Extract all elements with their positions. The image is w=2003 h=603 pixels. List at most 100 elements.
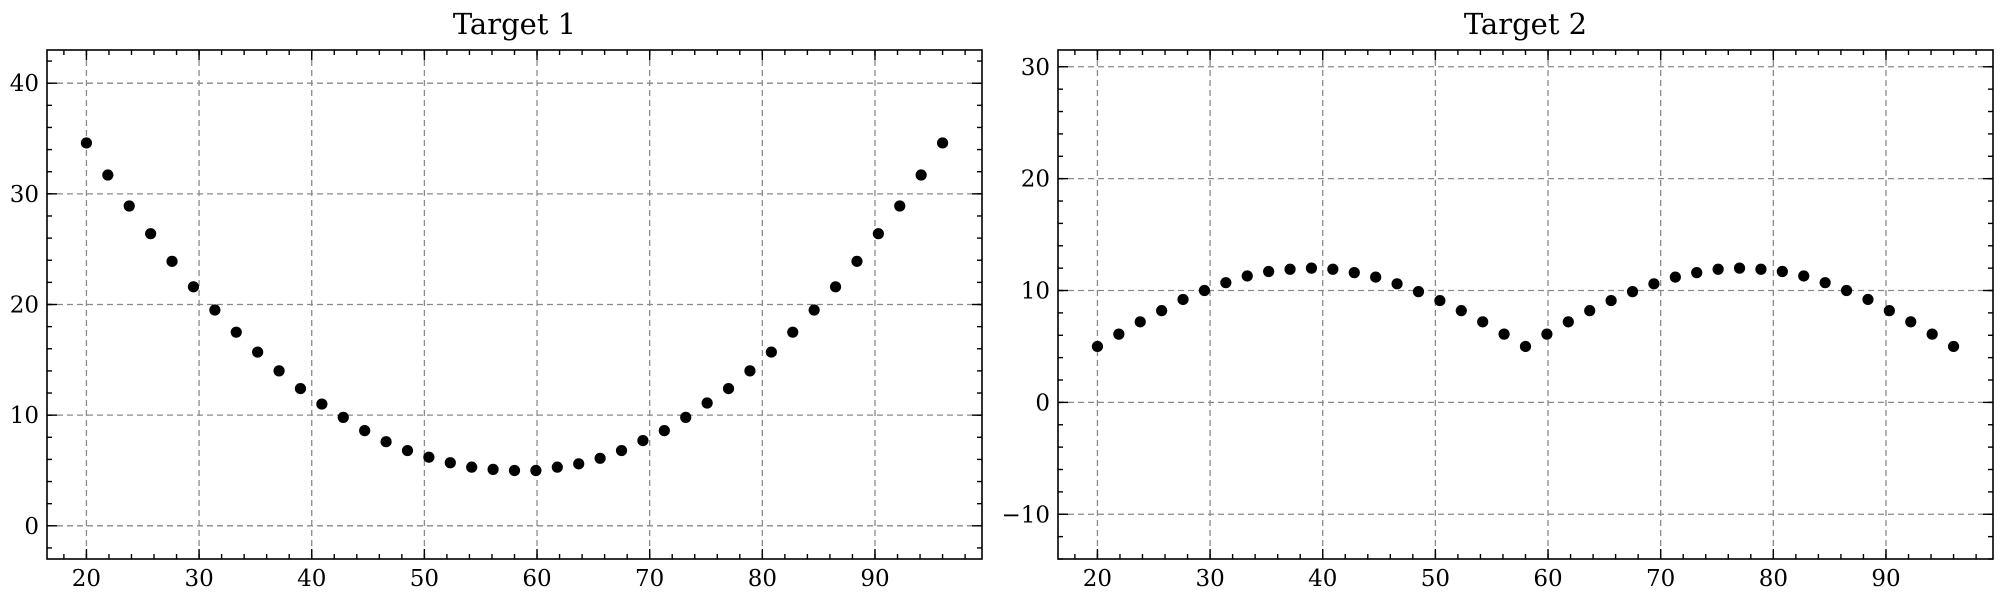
data-point [1263,265,1275,278]
chart-panel-target-2: Target 2 20 30 40 50 60 70 80 90 −10 0 10 20 30 [1001,7,1994,592]
data-point [1712,263,1724,275]
y-tick-label: 30 [10,182,39,208]
x-tick-label: 40 [297,566,326,592]
data-point [1370,271,1382,283]
data-point [658,425,670,437]
x-tick-label: 60 [1533,566,1562,592]
data-point [316,398,328,410]
data-point [1134,316,1146,328]
x-tick-label: 70 [1646,566,1675,592]
x-tick-label: 30 [184,566,213,592]
x-tick-label: 50 [1421,566,1450,592]
data-point [637,435,649,447]
data-point [401,444,414,457]
data-point [1220,277,1232,289]
data-point [915,169,927,181]
data-point [1819,277,1831,289]
data-point [1412,286,1425,298]
data-point [1840,284,1853,297]
data-point [1391,278,1403,290]
data-point [701,397,713,409]
data-point [1327,263,1339,275]
data-point [166,255,178,267]
data-point [487,463,499,475]
data-point [273,365,285,377]
data-point [1798,270,1810,282]
data-point [722,382,735,395]
data-point [1626,286,1639,298]
data-point [230,326,242,338]
data-point [573,458,585,470]
data-point [1691,267,1703,279]
x-tick-label: 30 [1195,566,1224,592]
data-point [1113,328,1125,340]
data-point [80,137,93,149]
data-point [615,444,628,457]
data-point [508,464,521,477]
data-point [466,461,478,473]
data-point [1905,316,1917,328]
data-point [787,326,799,338]
x-tick-label: 20 [72,566,101,592]
data-point [1862,293,1874,306]
y-tick-label: 40 [10,71,39,97]
y-tick-label: 20 [10,293,39,319]
data-point [1926,328,1938,340]
data-point [894,200,906,212]
data-point [551,461,563,473]
data-point [1305,262,1318,274]
x-tick-label: 70 [635,566,664,592]
data-point [1562,316,1574,328]
y-tick-label: 0 [24,514,39,540]
data-point [1498,328,1510,340]
data-point [872,228,884,240]
data-point [829,281,842,293]
data-point [1519,340,1532,353]
data-point [744,365,756,377]
data-point [680,411,692,423]
data-point [1733,262,1746,274]
data-point [294,382,307,395]
data-point [1241,270,1253,282]
y-tick-label: 10 [1021,279,1050,305]
data-point [1434,294,1446,307]
x-tick-label: 20 [1083,566,1112,592]
data-point [530,464,542,477]
chart-title: Target 1 [453,7,576,41]
data-point [102,169,114,181]
data-point [1669,271,1681,283]
x-tick-label: 60 [522,566,551,592]
x-tick-label: 90 [1871,566,1900,592]
data-point [444,457,456,469]
data-point [1455,305,1467,317]
data-point [359,425,371,437]
y-tick-label: 30 [1021,55,1050,81]
chart-panel-target-1: Target 1 20 30 40 50 60 70 80 90 0 10 20 30 40 [10,7,983,592]
data-point [187,281,200,293]
x-tick-label: 90 [860,566,889,592]
data-point [808,304,820,316]
data-point [1156,305,1168,317]
data-point [765,346,777,358]
data-point [145,228,157,240]
y-tick-label: 10 [10,403,39,429]
data-point [1477,316,1489,328]
data-point [1947,340,1960,353]
data-point [337,411,349,423]
plot-frame [1057,49,1994,560]
y-tick-label: 0 [1035,390,1050,416]
data-point [1284,263,1296,275]
data-point [594,452,606,464]
data-point [1198,284,1211,297]
data-point [423,451,435,463]
x-tick-label: 50 [410,566,439,592]
data-point [1177,293,1189,306]
x-tick-label: 80 [748,566,777,592]
y-tick-label: −10 [1001,502,1050,528]
data-point [123,200,135,212]
data-point [1605,294,1617,307]
data-point [1541,328,1553,340]
data-point [851,255,863,267]
data-point [209,304,221,316]
